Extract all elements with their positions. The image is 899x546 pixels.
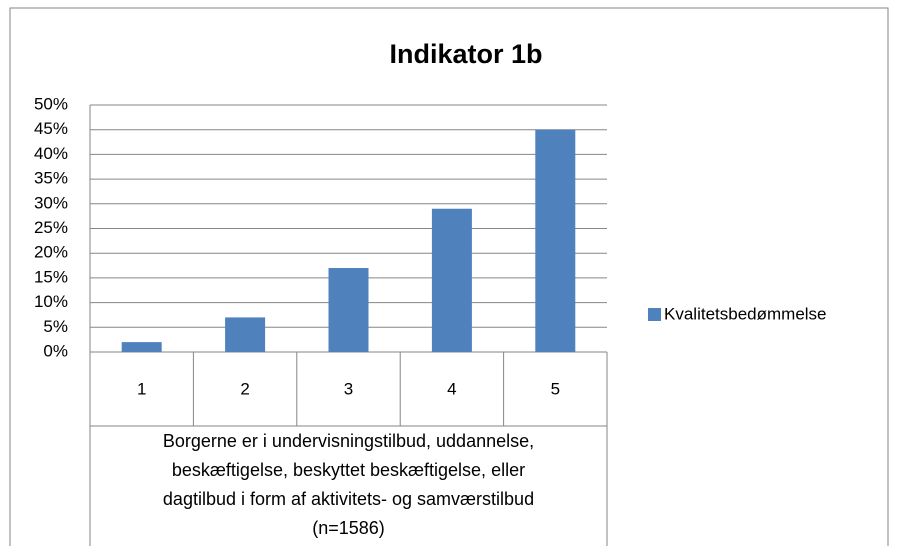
y-tick-label: 30% bbox=[34, 193, 68, 212]
y-tick-label: 35% bbox=[34, 169, 68, 188]
x-axis-label: beskæftigelse, beskyttet beskæftigelse, … bbox=[172, 460, 525, 480]
y-tick-label: 20% bbox=[34, 243, 68, 262]
y-tick-label: 10% bbox=[34, 292, 68, 311]
bar bbox=[225, 317, 266, 352]
x-tick-label: 5 bbox=[551, 379, 560, 398]
chart-title: Indikator 1b bbox=[389, 39, 542, 69]
y-tick-label: 50% bbox=[34, 94, 68, 113]
y-tick-label: 25% bbox=[34, 218, 68, 237]
bar bbox=[535, 129, 576, 352]
y-tick-label: 45% bbox=[34, 119, 68, 138]
y-tick-label: 5% bbox=[43, 317, 68, 336]
x-axis-label: dagtilbud i form af aktivitets- og samvæ… bbox=[163, 489, 534, 509]
legend-label: Kvalitetsbedømmelse bbox=[664, 304, 827, 323]
x-axis-label: (n=1586) bbox=[312, 518, 385, 538]
x-tick-label: 3 bbox=[344, 379, 353, 398]
y-tick-label: 0% bbox=[43, 341, 68, 360]
x-tick-label: 1 bbox=[137, 379, 146, 398]
legend-swatch bbox=[648, 308, 661, 321]
bar bbox=[328, 268, 369, 352]
x-tick-label: 4 bbox=[447, 379, 456, 398]
y-tick-label: 40% bbox=[34, 144, 68, 163]
x-axis-label: Borgerne er i undervisningstilbud, uddan… bbox=[163, 431, 534, 451]
bar bbox=[121, 342, 162, 352]
y-tick-label: 15% bbox=[34, 267, 68, 286]
bar bbox=[431, 208, 472, 352]
x-tick-label: 2 bbox=[240, 379, 249, 398]
